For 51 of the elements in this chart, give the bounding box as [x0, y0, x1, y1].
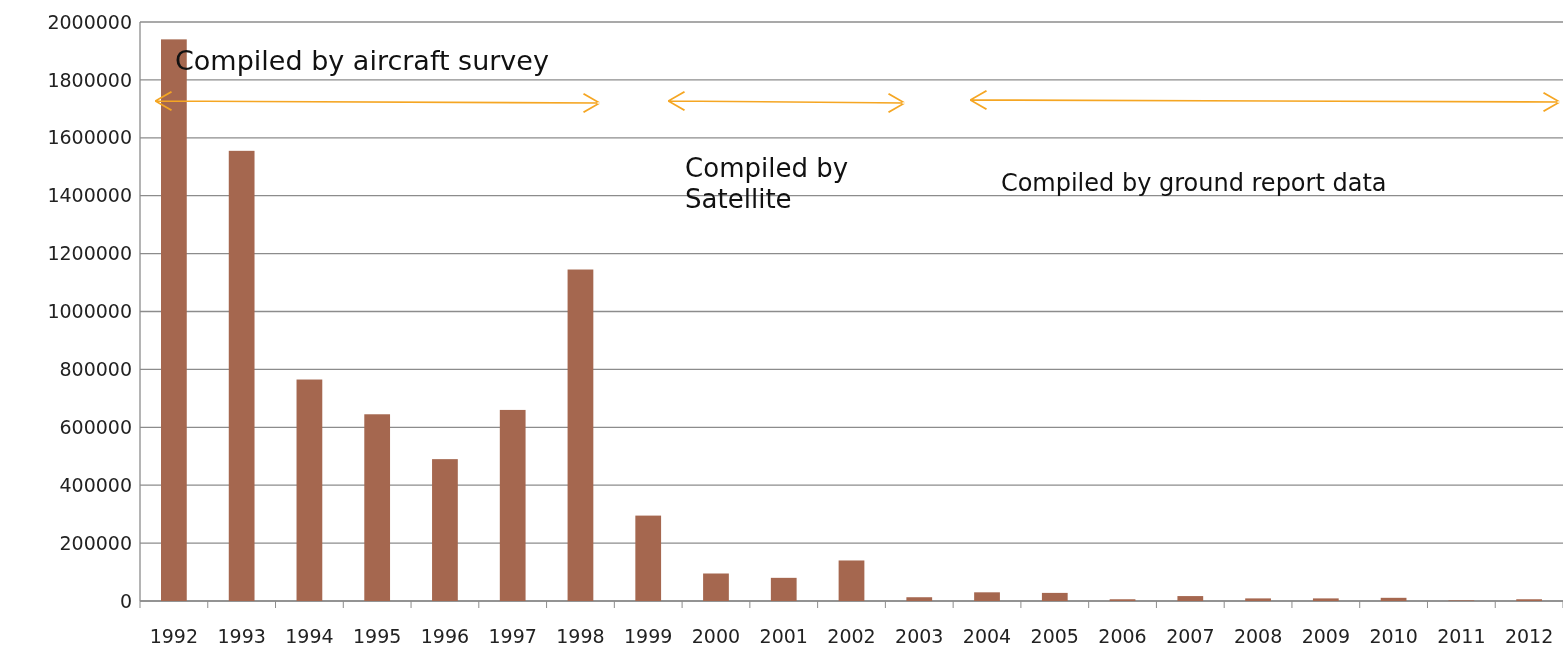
bar [1245, 598, 1271, 601]
y-tick-label: 0 [119, 589, 132, 612]
x-tick-label: 2006 [1098, 625, 1147, 647]
bar [770, 577, 797, 601]
x-tick-label: 2002 [827, 625, 876, 647]
bar [703, 573, 729, 601]
bar [296, 379, 323, 601]
x-tick-label: 2003 [895, 625, 944, 647]
y-tick-label: 1000000 [47, 300, 132, 323]
bar [499, 409, 526, 601]
annotation: Compiled by Satellite [685, 153, 849, 215]
x-tick-label: 2011 [1437, 625, 1486, 647]
x-tick-label: 1993 [217, 625, 266, 647]
bar [1041, 592, 1068, 601]
bar [974, 592, 1000, 601]
x-tick-label: 1992 [149, 625, 199, 647]
bar [228, 150, 255, 601]
x-tick-label: 2007 [1166, 625, 1215, 647]
x-tick-label: 2001 [759, 625, 808, 647]
annotation: Compiled by ground report data [1000, 169, 1387, 197]
bar [567, 269, 594, 601]
x-tick-label: 1996 [420, 625, 470, 647]
x-tick-label: 1998 [556, 625, 605, 647]
x-tick-label: 2010 [1369, 625, 1418, 647]
y-tick-label: 1400000 [47, 184, 132, 207]
bar [1380, 597, 1407, 601]
x-tick-label: 2009 [1301, 625, 1351, 647]
y-tick-label: 1600000 [47, 126, 132, 149]
y-tick-label: 2000000 [47, 10, 132, 33]
y-tick-label: 800000 [59, 358, 132, 381]
x-tick-label: 2005 [1030, 625, 1079, 647]
bar [1177, 596, 1204, 601]
y-tick-label: 1200000 [47, 242, 132, 265]
y-tick-label: 400000 [59, 473, 132, 496]
x-tick-label: 2012 [1504, 625, 1554, 647]
x-tick-label: 2004 [962, 625, 1012, 647]
bar [635, 515, 662, 601]
bar [906, 597, 933, 601]
y-tick-label: 600000 [59, 415, 132, 438]
y-tick-label: 200000 [59, 531, 132, 554]
x-tick-label: 2008 [1233, 625, 1283, 647]
bar [432, 459, 458, 601]
bar [364, 414, 391, 601]
x-tick-label: 1997 [488, 625, 537, 647]
x-tick-label: 2000 [691, 625, 741, 647]
x-tick-label: 1999 [624, 625, 673, 647]
bar [1312, 598, 1339, 601]
y-tick-label: 1800000 [47, 68, 132, 91]
x-tick-label: 1994 [285, 625, 334, 647]
bar [838, 560, 865, 601]
x-tick-label: 1995 [352, 625, 402, 647]
